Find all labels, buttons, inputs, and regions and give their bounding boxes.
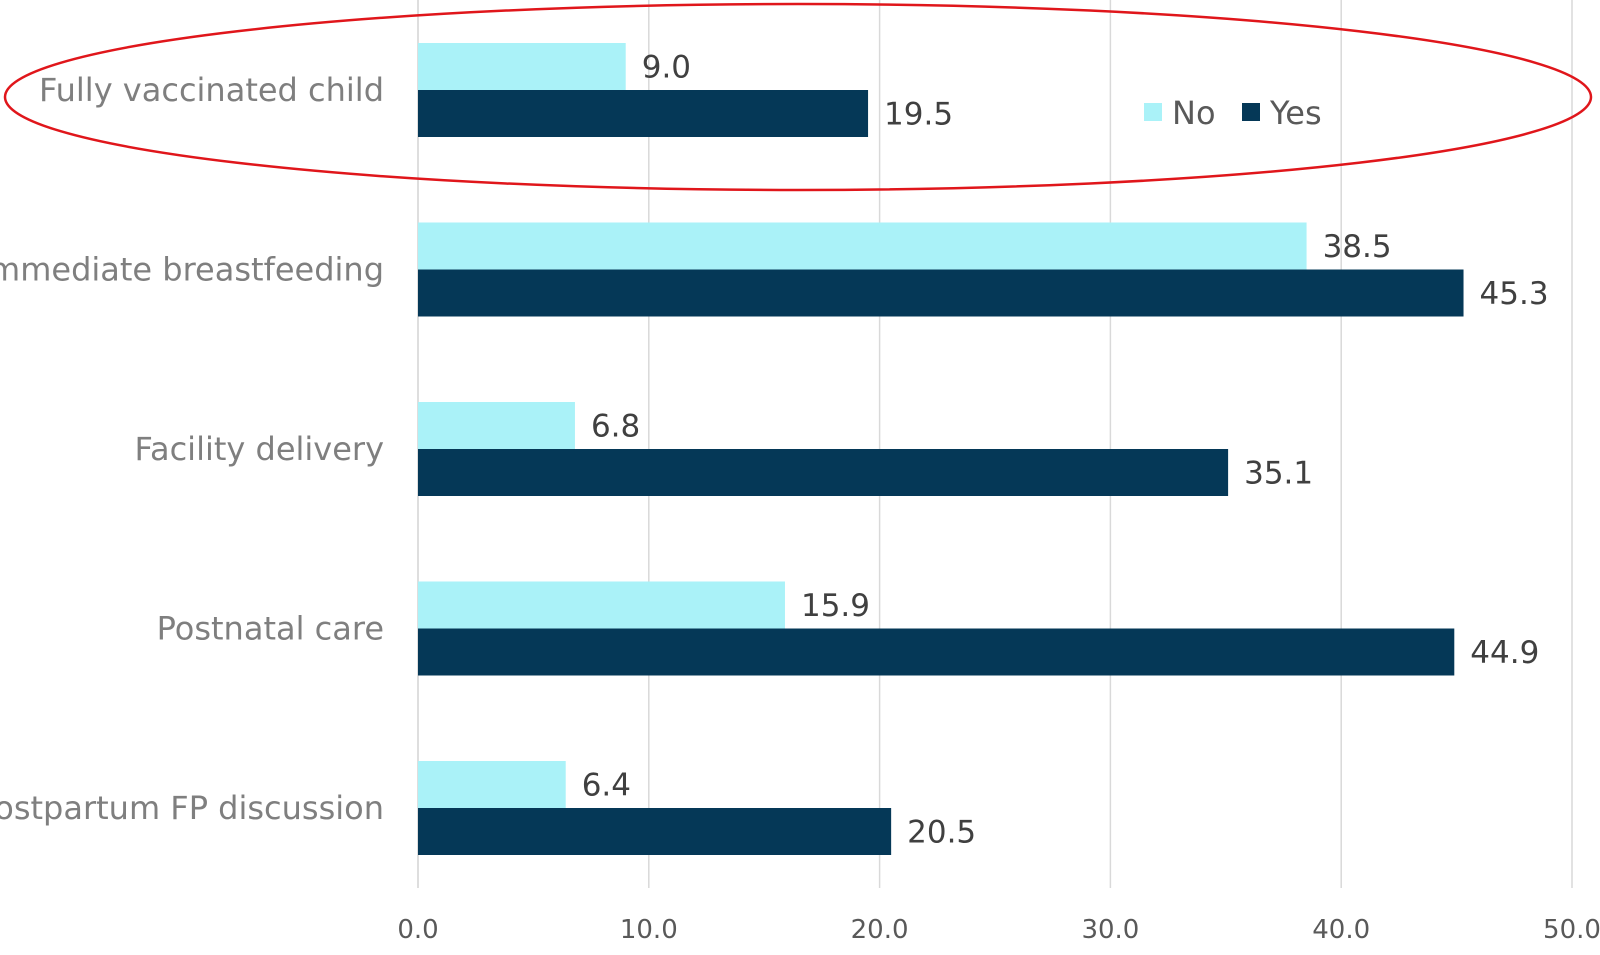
annotation <box>3 2 1593 192</box>
gridlines <box>417 0 1573 888</box>
x-tick-label: 50.0 <box>1543 915 1600 945</box>
category-label: Facility delivery <box>135 430 385 468</box>
x-tick-label: 40.0 <box>1312 915 1370 945</box>
bars <box>418 43 1464 855</box>
value-label: 19.5 <box>884 97 953 133</box>
category-label: Postpartum FP discussion <box>0 789 384 827</box>
bar-yes-0 <box>418 90 869 137</box>
legend-swatch-yes <box>1242 103 1260 121</box>
bar-yes-1 <box>418 269 1464 317</box>
category-label: Postnatal care <box>157 610 384 648</box>
x-tick-label: 30.0 <box>1081 915 1139 945</box>
bar-no-2 <box>418 402 575 449</box>
value-label: 45.3 <box>1480 276 1549 312</box>
x-axis-tick-labels: 0.0 10.0 20.0 30.0 40.0 50.0 <box>397 915 1600 945</box>
category-label: Fully vaccinated child <box>39 71 384 109</box>
category-label: Immediate breastfeeding <box>0 251 384 289</box>
value-labels: 9.0 19.5 38.5 45.3 6.8 35.1 15.9 44.9 6.4 20.5 <box>582 50 1549 851</box>
value-label: 20.5 <box>907 815 976 851</box>
x-tick-label: 10.0 <box>620 915 678 945</box>
bar-no-1 <box>418 222 1307 270</box>
value-label: 44.9 <box>1470 635 1539 671</box>
value-label: 38.5 <box>1323 229 1392 265</box>
legend: No Yes <box>1144 94 1322 132</box>
category-labels: Fully vaccinated child Immediate breastfe… <box>0 71 384 827</box>
value-label: 9.0 <box>642 50 691 86</box>
bar-no-4 <box>418 761 566 808</box>
highlight-ellipse <box>3 2 1593 192</box>
legend-label-no: No <box>1172 94 1216 132</box>
value-label: 6.4 <box>582 768 631 804</box>
bar-yes-3 <box>418 628 1455 676</box>
value-label: 35.1 <box>1244 456 1313 492</box>
bar-no-3 <box>418 581 785 629</box>
value-label: 6.8 <box>591 409 640 445</box>
x-tick-label: 20.0 <box>851 915 909 945</box>
legend-label-yes: Yes <box>1269 94 1322 132</box>
bar-no-0 <box>418 43 626 90</box>
x-tick-label: 0.0 <box>397 915 438 945</box>
value-label: 15.9 <box>801 588 870 624</box>
bar-yes-2 <box>418 449 1229 496</box>
legend-swatch-no <box>1144 103 1162 121</box>
bar-yes-4 <box>418 808 892 855</box>
